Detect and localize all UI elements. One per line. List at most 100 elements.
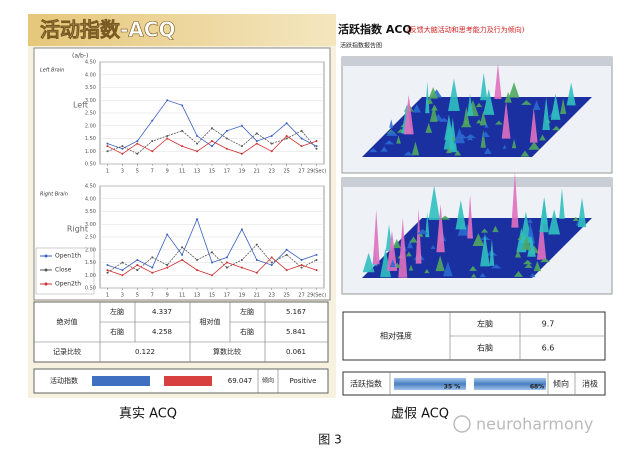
x-tick-label: 1 (106, 169, 109, 175)
surface-spike (430, 245, 436, 250)
surface-spike (454, 150, 462, 156)
series-point (270, 264, 273, 267)
surface-spike (389, 259, 396, 268)
x-tick-label: 7 (151, 293, 154, 299)
surface-spike (539, 258, 551, 263)
legend-marker (44, 268, 48, 272)
surface-spike (480, 232, 490, 267)
surface-spike (443, 123, 455, 150)
y-tick-label: 1.00 (85, 149, 96, 155)
surface-spike (455, 200, 467, 230)
series-point (270, 150, 273, 153)
y-tick-label: 0.50 (85, 286, 96, 292)
surface-spike (480, 129, 486, 148)
surface-spike (511, 171, 519, 228)
series-point (315, 145, 318, 148)
surface-spike (386, 230, 398, 271)
legend-box (35, 247, 95, 295)
surface-spike (467, 134, 473, 141)
surface-spike (396, 135, 401, 144)
surface-spike (384, 140, 395, 145)
series-point (106, 145, 109, 148)
surface-spike (453, 128, 465, 144)
series-point (136, 258, 139, 261)
y-tick-label: 3.00 (85, 222, 96, 228)
series-point (121, 152, 124, 155)
series-point (255, 258, 258, 261)
window-bar (342, 57, 612, 66)
surface-spike (494, 120, 503, 125)
watermark-icon (453, 415, 471, 433)
y-tick-label: 2.50 (85, 111, 96, 117)
legend-label: Open2th (55, 281, 81, 288)
index-bar (394, 378, 466, 390)
surface-spike (489, 238, 495, 266)
surface-spike (520, 150, 530, 157)
series-point (136, 152, 139, 155)
surface-spike (380, 146, 388, 152)
y-tick-label: 3.50 (85, 209, 96, 215)
surface-spike (412, 104, 422, 113)
surface-spike (559, 188, 565, 219)
surface-spike (458, 133, 467, 139)
surface-spike (532, 100, 541, 111)
series-point (196, 150, 199, 153)
surface-spike (577, 197, 587, 228)
y-tick-label: 1.50 (85, 136, 96, 142)
table-cell: 4.337 (152, 308, 172, 316)
table-cell: 5.167 (286, 308, 306, 316)
table-cell: 左脑 (477, 319, 493, 329)
surface-spike (429, 104, 438, 122)
x-tick-label: 25 (283, 293, 289, 299)
series-point (181, 253, 184, 256)
unit: (a/b-) (72, 53, 88, 60)
series-point (151, 140, 154, 143)
surface-spike (528, 141, 540, 150)
window-bar (342, 178, 612, 187)
series-point (106, 264, 109, 267)
series-point (151, 256, 154, 259)
series-point (315, 258, 318, 261)
series-point (285, 134, 288, 137)
surface-spike (425, 122, 433, 133)
surface-spike (521, 236, 532, 250)
surface-spike (528, 220, 533, 237)
surface-spike (542, 96, 550, 131)
table-cell: 活动指数 (50, 376, 78, 385)
y-tick-label: 4.50 (85, 184, 96, 190)
series-point (136, 264, 139, 267)
x-tick-label: 11 (179, 169, 185, 175)
surface-spike (536, 214, 547, 260)
surface-spike (408, 264, 414, 271)
x-tick-label: 3 (121, 293, 124, 299)
surface-spike (566, 82, 576, 106)
surface-spike (436, 204, 445, 253)
x-tick-label: 13 (194, 293, 200, 299)
surface-spike (389, 119, 394, 128)
surface-spike (504, 92, 512, 103)
x-tick-label: 5 (136, 293, 139, 299)
surface-spike (484, 123, 489, 128)
x-tick-label: 5 (136, 169, 139, 175)
surface-spike (483, 88, 495, 115)
surface-spike (550, 93, 561, 120)
x-tick-label: 25 (283, 169, 289, 175)
side-label: Right (67, 225, 88, 234)
brain-label: Right Brain (40, 192, 68, 198)
series-point (240, 152, 243, 155)
surface-spike (403, 151, 414, 156)
x-tick-label: 23 (269, 169, 275, 175)
surface-spike (494, 63, 502, 99)
x-tick-label: 15 (209, 169, 215, 175)
x-tick-label: 27 (298, 169, 304, 175)
surface-spike (428, 86, 438, 99)
series-point (166, 137, 169, 140)
series-point (255, 132, 258, 135)
series-point (106, 142, 109, 145)
table-cell: 记录比较 (53, 347, 81, 356)
y-tick-label: 4.00 (85, 72, 96, 78)
index-bar (474, 378, 546, 390)
series-point (211, 251, 213, 254)
surface-spike (572, 217, 580, 222)
table-cell: 68% (530, 384, 544, 391)
